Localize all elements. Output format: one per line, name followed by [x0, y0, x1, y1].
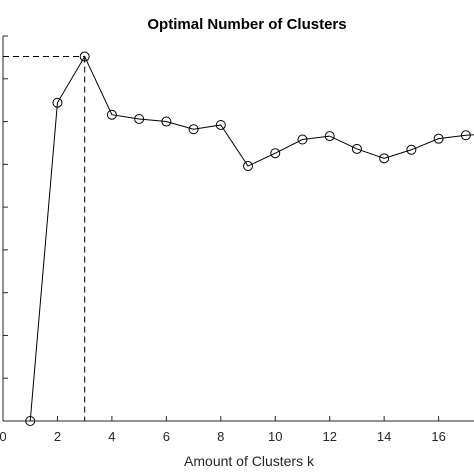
data-point: [188, 124, 199, 135]
x-tick-label: 6: [163, 429, 170, 444]
data-point: [351, 143, 362, 154]
axes: 0 2 4 6 8 10 12 14 16: [0, 35, 474, 444]
x-tick-label: 4: [108, 429, 115, 444]
x-tick-label: 12: [322, 429, 336, 444]
data-point: [161, 116, 172, 127]
data-point: [52, 97, 63, 108]
x-tick-label: 16: [431, 429, 445, 444]
data-point: [297, 134, 308, 145]
x-tick-label: 2: [54, 429, 61, 444]
data-point: [270, 148, 281, 159]
series-group: [25, 51, 474, 426]
data-point: [243, 161, 254, 172]
data-point: [379, 153, 390, 164]
x-tick-label: 10: [268, 429, 282, 444]
data-point: [460, 130, 471, 141]
x-axis-label: Amount of Clusters k: [184, 453, 315, 469]
data-point: [25, 416, 36, 426]
optimal-k-guides: [3, 56, 86, 421]
x-tick-label: 0: [0, 429, 7, 444]
data-point: [406, 144, 417, 155]
data-point: [215, 119, 226, 130]
series-line: [29, 55, 474, 422]
data-point: [106, 109, 117, 120]
x-tick-label: 14: [377, 429, 391, 444]
data-point: [134, 113, 145, 124]
data-point: [433, 133, 444, 144]
data-point: [324, 131, 335, 142]
chart-title: Optimal Number of Clusters: [147, 16, 346, 33]
data-point: [79, 51, 90, 62]
x-tick-label: 8: [217, 429, 224, 444]
